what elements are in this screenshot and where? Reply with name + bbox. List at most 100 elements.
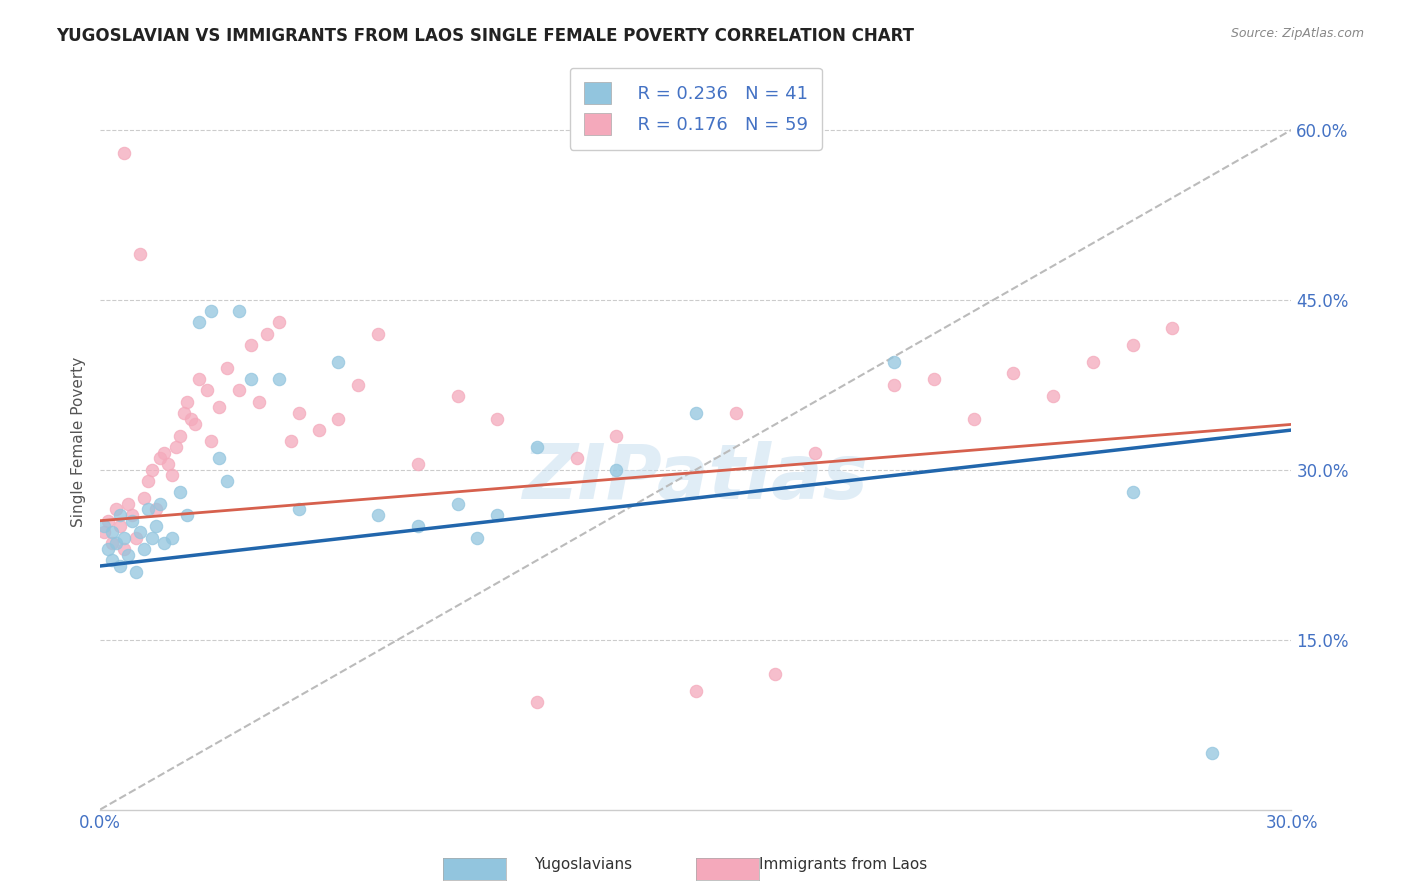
Point — [169, 428, 191, 442]
Point — [1042, 389, 1064, 403]
Point — [105, 502, 128, 516]
Point — [136, 474, 159, 488]
Point — [228, 304, 250, 318]
Legend:   R = 0.236   N = 41,   R = 0.176   N = 59: R = 0.236 N = 41, R = 0.176 N = 59 — [569, 68, 823, 150]
Point — [152, 536, 174, 550]
Point — [101, 524, 124, 539]
Point — [883, 355, 905, 369]
Text: Immigrants from Laos: Immigrants from Laos — [759, 857, 928, 872]
Point — [804, 446, 827, 460]
Point — [605, 463, 627, 477]
Point — [446, 497, 468, 511]
Point — [217, 360, 239, 375]
Text: ZIPatlas: ZIPatlas — [523, 442, 869, 516]
Point — [188, 315, 211, 329]
Point — [267, 372, 290, 386]
Point — [267, 315, 290, 329]
Point — [256, 326, 278, 341]
Point — [169, 485, 191, 500]
Point — [108, 559, 131, 574]
Point — [128, 247, 150, 261]
Point — [117, 548, 139, 562]
Point — [97, 541, 120, 556]
Point — [347, 377, 370, 392]
Point — [328, 355, 350, 369]
Point — [1201, 746, 1223, 760]
Point — [685, 406, 707, 420]
Point — [117, 497, 139, 511]
Point — [136, 502, 159, 516]
Point — [180, 411, 202, 425]
Point — [141, 531, 163, 545]
Point — [367, 326, 389, 341]
Point — [200, 434, 222, 449]
Point — [526, 695, 548, 709]
Point — [328, 411, 350, 425]
Point — [141, 463, 163, 477]
Point — [287, 406, 309, 420]
Point — [152, 446, 174, 460]
Point — [724, 406, 747, 420]
Point — [605, 428, 627, 442]
Point — [208, 401, 231, 415]
Point — [156, 457, 179, 471]
Point — [125, 531, 148, 545]
Point — [160, 531, 183, 545]
Text: Yugoslavians: Yugoslavians — [534, 857, 633, 872]
Point — [112, 531, 135, 545]
Point — [125, 565, 148, 579]
Point — [763, 666, 786, 681]
Point — [308, 423, 330, 437]
Point — [195, 384, 218, 398]
Point — [406, 457, 429, 471]
Point — [228, 384, 250, 398]
Point — [128, 524, 150, 539]
Point — [112, 145, 135, 160]
Text: YUGOSLAVIAN VS IMMIGRANTS FROM LAOS SINGLE FEMALE POVERTY CORRELATION CHART: YUGOSLAVIAN VS IMMIGRANTS FROM LAOS SING… — [56, 27, 914, 45]
Point — [105, 536, 128, 550]
Point — [108, 508, 131, 522]
Point — [145, 519, 167, 533]
Point — [240, 372, 263, 386]
Text: Source: ZipAtlas.com: Source: ZipAtlas.com — [1230, 27, 1364, 40]
Point — [1161, 321, 1184, 335]
Point — [922, 372, 945, 386]
Point — [121, 508, 143, 522]
Y-axis label: Single Female Poverty: Single Female Poverty — [72, 356, 86, 526]
Point — [200, 304, 222, 318]
Point — [280, 434, 302, 449]
Point — [188, 372, 211, 386]
Point — [486, 508, 509, 522]
Point — [1122, 485, 1144, 500]
Point — [963, 411, 986, 425]
Point — [217, 474, 239, 488]
Point — [121, 514, 143, 528]
Point — [367, 508, 389, 522]
Point — [240, 338, 263, 352]
Point — [149, 451, 172, 466]
Point — [184, 417, 207, 432]
Point — [97, 514, 120, 528]
Point — [173, 406, 195, 420]
Point — [526, 440, 548, 454]
Point — [176, 394, 198, 409]
Point — [1002, 367, 1025, 381]
Point — [108, 519, 131, 533]
Point — [176, 508, 198, 522]
Point — [406, 519, 429, 533]
Point — [165, 440, 187, 454]
Point — [446, 389, 468, 403]
Point — [486, 411, 509, 425]
Point — [247, 394, 270, 409]
Point — [565, 451, 588, 466]
Point — [208, 451, 231, 466]
Point — [132, 491, 155, 505]
Point — [160, 468, 183, 483]
Point — [132, 541, 155, 556]
Point — [1081, 355, 1104, 369]
Point — [149, 497, 172, 511]
Point — [145, 502, 167, 516]
Point — [112, 541, 135, 556]
Point — [101, 536, 124, 550]
Point — [287, 502, 309, 516]
